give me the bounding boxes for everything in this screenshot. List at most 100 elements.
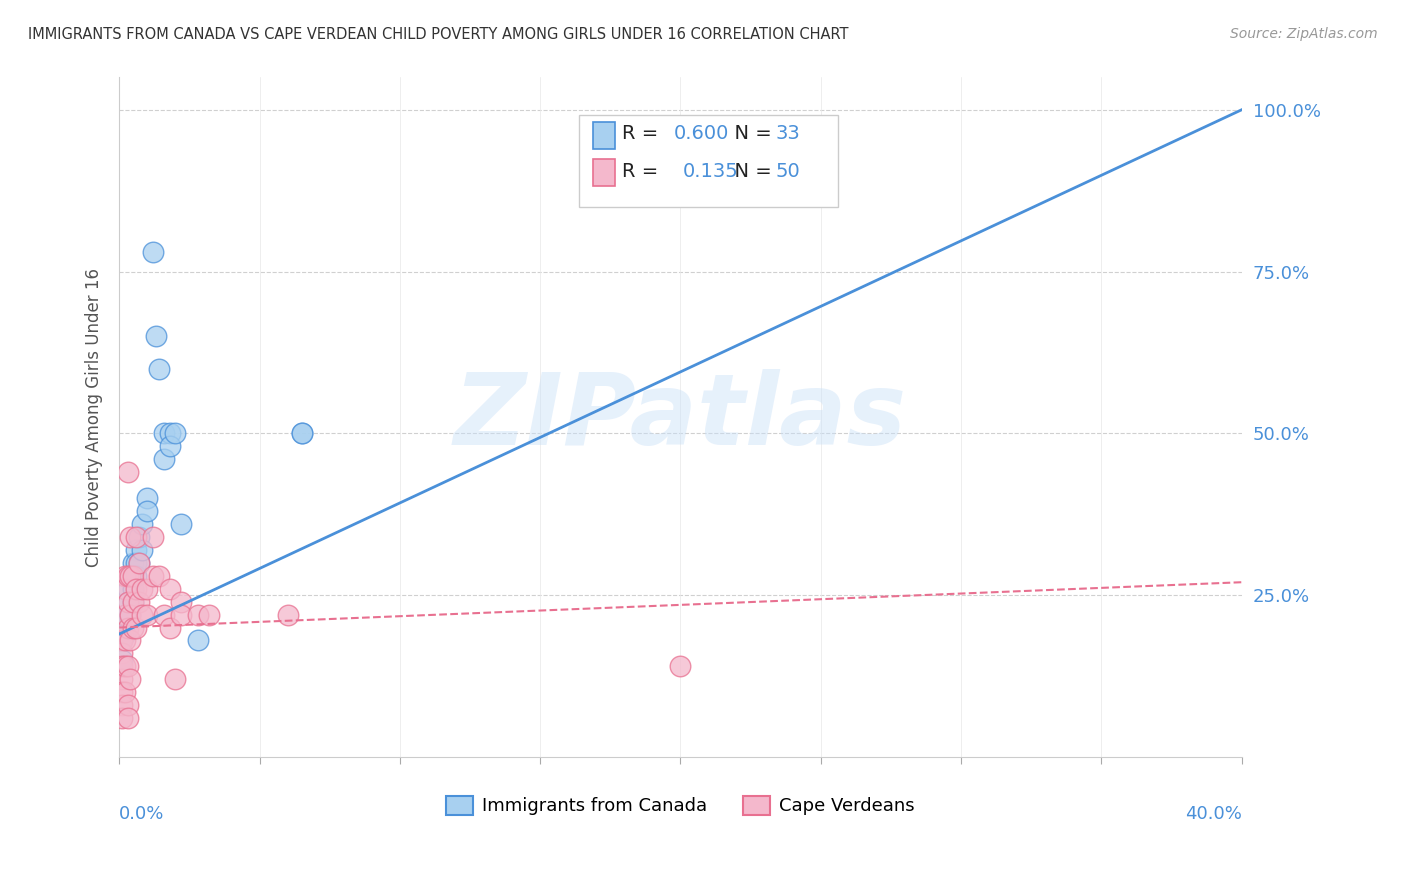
Point <box>117 582 139 596</box>
Point <box>120 607 142 622</box>
Point <box>120 633 142 648</box>
Point <box>125 568 148 582</box>
Point <box>148 361 170 376</box>
Text: N =: N = <box>721 124 778 143</box>
Point <box>122 582 145 596</box>
Point <box>136 504 159 518</box>
Point <box>159 582 181 596</box>
Point <box>111 711 134 725</box>
Point <box>117 621 139 635</box>
Point <box>114 582 136 596</box>
Point <box>125 556 148 570</box>
Point <box>111 673 134 687</box>
Point <box>277 607 299 622</box>
FancyBboxPatch shape <box>593 121 616 149</box>
Text: 33: 33 <box>776 124 800 143</box>
Point <box>125 530 148 544</box>
Point <box>165 673 187 687</box>
Point <box>669 659 692 673</box>
Point <box>170 516 193 531</box>
Point <box>111 685 134 699</box>
Point <box>120 530 142 544</box>
Point <box>122 594 145 608</box>
Point <box>114 607 136 622</box>
Point <box>128 530 150 544</box>
Text: ZIPatlas: ZIPatlas <box>454 368 907 466</box>
Point <box>114 607 136 622</box>
Point <box>117 568 139 582</box>
Text: 0.0%: 0.0% <box>120 805 165 822</box>
Point <box>128 594 150 608</box>
Point <box>131 542 153 557</box>
Point <box>187 633 209 648</box>
Point <box>125 621 148 635</box>
Point <box>159 439 181 453</box>
Point <box>117 659 139 673</box>
Point <box>114 627 136 641</box>
Point <box>170 607 193 622</box>
Y-axis label: Child Poverty Among Girls Under 16: Child Poverty Among Girls Under 16 <box>86 268 103 566</box>
Point <box>128 556 150 570</box>
Point <box>111 647 134 661</box>
Point <box>165 426 187 441</box>
Point <box>128 556 150 570</box>
Point <box>131 582 153 596</box>
Text: R =: R = <box>621 124 665 143</box>
FancyBboxPatch shape <box>579 115 838 207</box>
Text: IMMIGRANTS FROM CANADA VS CAPE VERDEAN CHILD POVERTY AMONG GIRLS UNDER 16 CORREL: IMMIGRANTS FROM CANADA VS CAPE VERDEAN C… <box>28 27 849 42</box>
Point <box>153 426 176 441</box>
Point <box>120 568 142 582</box>
Text: 0.135: 0.135 <box>683 161 738 181</box>
Point <box>198 607 221 622</box>
Point <box>142 568 165 582</box>
Point <box>142 245 165 260</box>
Point <box>136 582 159 596</box>
Point <box>111 621 134 635</box>
Point <box>122 621 145 635</box>
Point <box>153 607 176 622</box>
Text: 50: 50 <box>776 161 800 181</box>
Point <box>291 426 314 441</box>
Text: Source: ZipAtlas.com: Source: ZipAtlas.com <box>1230 27 1378 41</box>
Point <box>136 607 159 622</box>
Point <box>111 633 134 648</box>
Point <box>131 516 153 531</box>
Point <box>125 542 148 557</box>
Point <box>122 556 145 570</box>
Point <box>117 465 139 479</box>
Point <box>142 530 165 544</box>
Point <box>122 594 145 608</box>
Text: N =: N = <box>721 161 778 181</box>
Point <box>291 426 314 441</box>
Point <box>187 607 209 622</box>
Text: R =: R = <box>621 161 671 181</box>
Point <box>145 329 167 343</box>
Point <box>148 568 170 582</box>
Point <box>159 426 181 441</box>
Point <box>111 653 134 667</box>
Point <box>114 568 136 582</box>
Text: 40.0%: 40.0% <box>1185 805 1241 822</box>
Point <box>117 698 139 713</box>
Point <box>120 607 142 622</box>
Point <box>136 491 159 505</box>
Point <box>111 659 134 673</box>
Point <box>117 594 139 608</box>
Point <box>131 607 153 622</box>
Point <box>122 568 145 582</box>
Point <box>114 659 136 673</box>
Point <box>120 673 142 687</box>
Point <box>159 621 181 635</box>
Point <box>120 568 142 582</box>
Point <box>114 685 136 699</box>
Point <box>117 594 139 608</box>
Legend: Immigrants from Canada, Cape Verdeans: Immigrants from Canada, Cape Verdeans <box>439 789 922 822</box>
Point <box>111 698 134 713</box>
Point <box>125 582 148 596</box>
Point <box>117 711 139 725</box>
Point <box>153 452 176 467</box>
Point <box>111 633 134 648</box>
Text: 0.600: 0.600 <box>673 124 730 143</box>
Point <box>114 633 136 648</box>
Point <box>170 594 193 608</box>
